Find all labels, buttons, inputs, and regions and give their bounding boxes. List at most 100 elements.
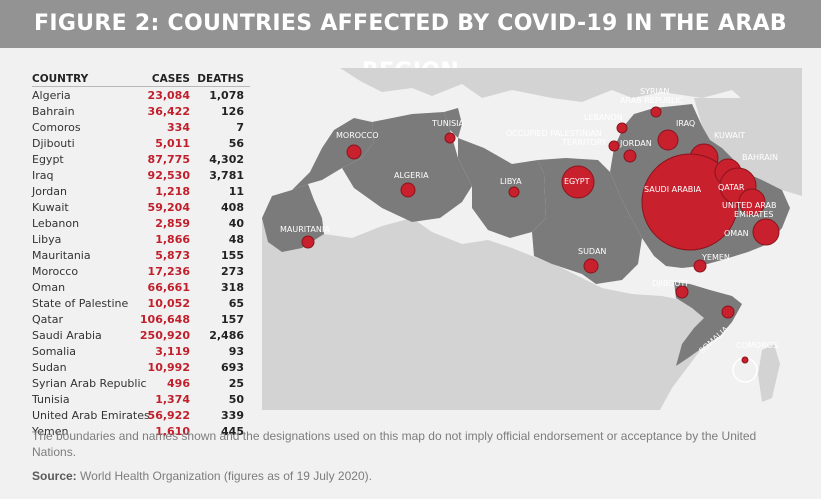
cell-country: United Arab Emirates xyxy=(32,409,150,422)
bubble-libya xyxy=(508,186,520,198)
cell-country: Mauritania xyxy=(32,249,91,262)
cell-country: Kuwait xyxy=(32,201,69,214)
table-row: Morocco 17,236 273 xyxy=(32,264,250,280)
cell-deaths: 4,302 xyxy=(209,153,244,166)
label-tunisia: TUNISIA xyxy=(431,119,465,128)
label-jordan: JORDAN xyxy=(619,139,652,148)
cell-cases: 10,052 xyxy=(147,297,190,310)
label-egypt: EGYPT xyxy=(564,177,590,186)
bubble-palestine xyxy=(608,140,620,152)
table-row: Comoros 334 7 xyxy=(32,120,250,136)
source-line: Source: World Health Organization (figur… xyxy=(32,469,802,483)
label-djibouti: DJIBOUTI xyxy=(652,279,688,288)
cell-country: Morocco xyxy=(32,265,79,278)
cell-country: Tunisia xyxy=(32,393,70,406)
cell-country: Qatar xyxy=(32,313,63,326)
label-syria-2: ARAB REPUBLIC xyxy=(620,96,684,105)
header-deaths: DEATHS xyxy=(197,73,244,85)
cell-deaths: 93 xyxy=(228,345,244,358)
bubble-jordan xyxy=(623,149,637,163)
label-libya: LIBYA xyxy=(500,177,522,186)
table-body: Algeria 23,084 1,078 Bahrain 36,422 126 Comoro… xyxy=(32,88,250,440)
land-mauritania xyxy=(262,184,324,252)
cell-cases: 23,084 xyxy=(147,89,190,102)
source-text: World Health Organization (figures as of… xyxy=(80,469,372,483)
table-row: Kuwait 59,204 408 xyxy=(32,200,250,216)
cell-deaths: 693 xyxy=(221,361,244,374)
table-row: Somalia 3,119 93 xyxy=(32,344,250,360)
land-libya xyxy=(458,138,546,238)
bubble-iraq xyxy=(657,129,679,151)
cell-cases: 106,648 xyxy=(139,313,190,326)
land-algeria xyxy=(342,112,472,222)
cell-country: Djibouti xyxy=(32,137,75,150)
cell-country: Sudan xyxy=(32,361,67,374)
cell-cases: 5,011 xyxy=(155,137,190,150)
land-morocco xyxy=(292,118,374,190)
cell-cases: 87,775 xyxy=(147,153,190,166)
cell-cases: 250,920 xyxy=(139,329,190,342)
label-morocco: MOROCCO xyxy=(336,131,379,140)
source-label: Source: xyxy=(32,469,77,483)
label-palestine-2: TERRITORY xyxy=(561,138,607,147)
land-sudan xyxy=(532,216,642,284)
cell-cases: 2,859 xyxy=(155,217,190,230)
cell-deaths: 126 xyxy=(221,105,244,118)
table-row: Sudan 10,992 693 xyxy=(32,360,250,376)
label-oman: OMAN xyxy=(724,229,749,238)
cell-deaths: 155 xyxy=(221,249,244,262)
label-kuwait: KUWAIT xyxy=(714,131,745,140)
land-tunisia xyxy=(444,108,462,138)
cell-country: Yemen xyxy=(32,425,69,438)
table-row: Djibouti 5,011 56 xyxy=(32,136,250,152)
cell-deaths: 273 xyxy=(221,265,244,278)
cell-cases: 334 xyxy=(167,121,190,134)
cell-cases: 56,922 xyxy=(147,409,190,422)
label-bahrain: BAHRAIN xyxy=(742,153,778,162)
table-row: Iraq 92,530 3,781 xyxy=(32,168,250,184)
cell-country: Oman xyxy=(32,281,66,294)
land-subsaharan-africa xyxy=(262,208,710,410)
cell-cases: 1,610 xyxy=(155,425,190,438)
bubble-yemen xyxy=(693,259,707,273)
bubble-egypt xyxy=(561,165,595,199)
case-bubbles xyxy=(301,106,780,364)
table-row: Jordan 1,218 11 xyxy=(32,184,250,200)
table-row: United Arab Emirates 56,922 339 xyxy=(32,408,250,424)
table-row: Yemen 1,610 445 xyxy=(32,424,250,440)
bubble-djibouti xyxy=(675,285,689,299)
cell-deaths: 339 xyxy=(221,409,244,422)
cell-deaths: 25 xyxy=(228,377,244,390)
cell-country: Lebanon xyxy=(32,217,80,230)
bubble-comoros xyxy=(741,356,749,364)
cell-cases: 10,992 xyxy=(147,361,190,374)
cell-cases: 59,204 xyxy=(147,201,190,214)
label-iraq: IRAQ xyxy=(676,119,695,128)
cell-country: Algeria xyxy=(32,89,71,102)
cell-deaths: 40 xyxy=(228,217,244,230)
table-row: State of Palestine 10,052 65 xyxy=(32,296,250,312)
cell-cases: 92,530 xyxy=(147,169,190,182)
table-row: Mauritania 5,873 155 xyxy=(32,248,250,264)
cell-country: Saudi Arabia xyxy=(32,329,102,342)
cell-cases: 1,218 xyxy=(155,185,190,198)
cell-cases: 66,661 xyxy=(147,281,190,294)
land-iran xyxy=(694,98,802,196)
label-mauritania: MAURITANIA xyxy=(280,225,330,234)
cases-table: COUNTRY CASES DEATHS Algeria 23,084 1,078 B… xyxy=(32,72,250,440)
cell-cases: 3,119 xyxy=(155,345,190,358)
header-country: COUNTRY xyxy=(32,73,89,85)
header-cases: CASES xyxy=(151,73,190,85)
table-row: Syrian Arab Republic 496 25 xyxy=(32,376,250,392)
cell-cases: 5,873 xyxy=(155,249,190,262)
bubble-syria xyxy=(650,106,662,118)
label-uae-1: UNITED ARAB xyxy=(722,201,777,210)
cell-deaths: 445 xyxy=(221,425,244,438)
figure-title: FIGURE 2: COUNTRIES AFFECTED BY COVID-19… xyxy=(34,11,787,84)
table-header: COUNTRY CASES DEATHS xyxy=(32,72,250,87)
cell-cases: 496 xyxy=(167,377,190,390)
bubble-sudan xyxy=(583,258,599,274)
cell-deaths: 318 xyxy=(221,281,244,294)
cell-deaths: 56 xyxy=(228,137,244,150)
table-row: Bahrain 36,422 126 xyxy=(32,104,250,120)
